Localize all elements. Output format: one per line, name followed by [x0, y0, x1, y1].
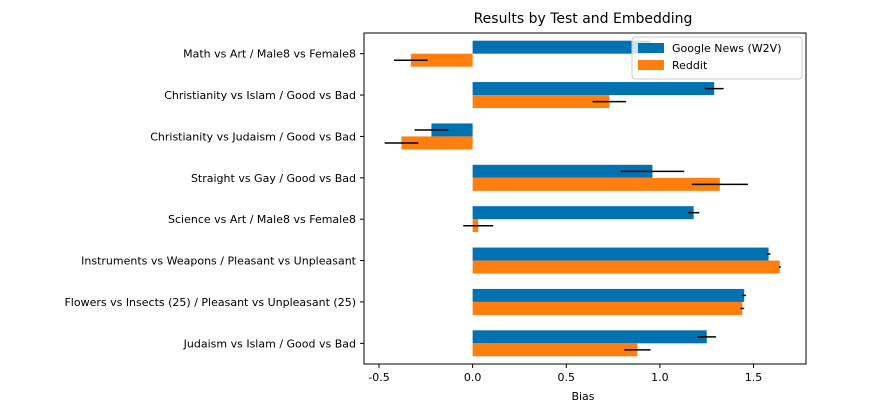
axes-frame [363, 32, 807, 365]
y-tick-label: Math vs Art / Male8 vs Female8 [183, 48, 356, 61]
bar-google-news [472, 164, 653, 178]
y-tick-label: Instruments vs Weapons / Pleasant vs Unp… [81, 255, 357, 268]
legend-swatch-google-news [638, 43, 664, 53]
bar-google-news [472, 82, 715, 96]
y-tick-label: Christianity vs Islam / Good vs Bad [164, 89, 356, 102]
x-tick-label: -0.5 [368, 371, 389, 384]
x-tick-label: 1.0 [651, 371, 669, 384]
bar-google-news [472, 247, 769, 261]
bar-reddit [472, 343, 638, 357]
x-axis-label: Bias [571, 390, 594, 403]
plot-area: Math vs Art / Male8 vs Female8 Christiani… [64, 32, 807, 384]
y-tick-label: Science vs Art / Male8 vs Female8 [168, 213, 356, 226]
bar-google-news [472, 288, 745, 302]
x-tick-label: 0.0 [464, 371, 482, 384]
legend-label-reddit: Reddit [672, 59, 708, 72]
bar-google-news [431, 123, 473, 137]
legend-box [631, 36, 803, 80]
x-tick-label: 1.5 [745, 371, 763, 384]
legend: Google News (W2V) Reddit [631, 36, 803, 80]
y-tick-label: Christianity vs Judaism / Good vs Bad [150, 130, 356, 143]
legend-label-google-news: Google News (W2V) [672, 42, 782, 55]
bar-reddit [472, 260, 780, 274]
y-tick-label: Judaism vs Islam / Good vs Bad [183, 337, 356, 350]
bar-google-news [472, 40, 651, 54]
bar-reddit [472, 95, 610, 109]
chart-title: Results by Test and Embedding [474, 11, 693, 27]
legend-swatch-reddit [638, 60, 664, 70]
bar-reddit [472, 301, 743, 315]
y-tick-label: Straight vs Gay / Good vs Bad [191, 172, 356, 185]
bar-reddit [410, 53, 473, 67]
x-tick-label: 0.5 [558, 371, 576, 384]
y-tick-label: Flowers vs Insects (25) / Pleasant vs Un… [64, 296, 356, 309]
bar-google-news [472, 330, 707, 344]
bar-reddit [472, 177, 720, 191]
bar-google-news [472, 206, 694, 220]
bar-reddit [401, 136, 473, 150]
